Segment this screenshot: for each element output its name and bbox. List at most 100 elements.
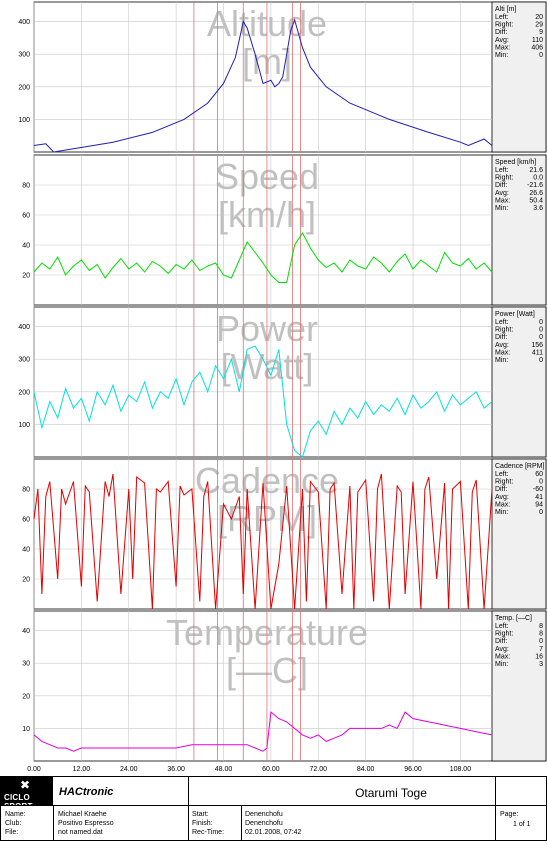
stats-title: Temp. [—C] [495,615,532,622]
product-name: HACtronic [59,786,114,798]
stats-value: 41 [535,494,543,501]
stats-label: Right: [495,631,513,638]
stats-title: Power [Watt] [495,311,535,318]
footer-divider [53,805,54,841]
file-value: not named.dat [58,829,103,836]
stats-box [491,1,547,153]
x-tick-label: 12.00 [73,766,91,773]
club-label: Club: [5,820,22,827]
stats-label: Left: [495,167,509,174]
footer-divider [188,777,189,841]
stats-label: Diff: [495,334,507,341]
y-tick-label: 200 [18,84,30,91]
stats-value: 8 [539,631,543,638]
stats-title: Cadence [RPM] [495,463,544,470]
start-value: Denenchofu [245,811,283,818]
y-tick-label: 20 [22,273,30,280]
stats-label: Min: [495,52,508,59]
y-tick-label: 60 [22,213,30,220]
stats-value: 8 [539,623,543,630]
y-tick-label: 20 [22,577,30,584]
stats-value: 0 [539,479,543,486]
finish-value: Denenchofu [245,820,283,827]
stats-value: 0 [539,52,543,59]
y-tick-label: 300 [18,357,30,364]
club-value: Positivo Espresso [58,820,114,827]
stats-value: 0 [539,638,543,645]
stats-value: 29 [535,22,543,29]
stats-box [491,458,547,610]
stats-value: 20 [535,14,543,21]
ciclosport-logo-icon: ✖ [20,778,31,792]
stats-label: Right: [495,175,513,182]
stats-value: 0 [539,327,543,334]
y-tick-label: 80 [22,487,30,494]
stats-label: Right: [495,22,513,29]
y-tick-label: 10 [22,726,30,733]
stats-label: Min: [495,661,508,668]
stats-label: Avg: [495,37,509,44]
stats-label: Diff: [495,638,507,645]
stats-label: Left: [495,319,509,326]
stats-value: 16 [535,653,543,660]
x-tick-label: 36.00 [167,766,185,773]
y-tick-label: 60 [22,517,30,524]
stats-value: 0 [539,357,543,364]
report-footer: ✖ CICLO SPORT HACtronic Otarumi Toge Nam… [0,776,547,841]
y-tick-label: 300 [18,52,30,59]
rec-time-value: 02.01.2008, 07:42 [245,829,302,836]
stats-label: Max: [495,44,510,51]
stats-value: 0 [539,509,543,516]
stats-value: 156 [531,342,543,349]
series-line-altitude [33,18,493,153]
stats-label: Left: [495,623,509,630]
footer-divider [1,805,547,806]
x-tick-label: 108.00 [450,766,472,773]
stats-label: Diff: [495,29,507,36]
stats-value: 50.4 [529,197,543,204]
logo-text: CICLO SPORT [4,793,33,811]
name-label: Name: [5,811,26,818]
stats-value: 60 [535,471,543,478]
y-tick-label: 40 [22,628,30,635]
y-tick-label: 40 [22,243,30,250]
series-line-temperature [33,711,493,752]
stats-value: -21.6 [527,182,543,189]
stats-value: 26.6 [529,190,543,197]
stats-value: 0 [539,319,543,326]
series-line-speed [33,232,493,283]
page-label: Page: [500,811,519,818]
tour-title: Otarumi Toge [355,786,427,800]
x-tick-label: 24.00 [120,766,138,773]
stats-label: Min: [495,357,508,364]
stats-box [491,610,547,762]
stats-label: Left: [495,471,509,478]
stats-value: 110 [532,37,543,44]
stats-title: Alti [m] [495,6,516,13]
x-axis: 0.00 12.00 24.00 36.00 48.00 60.00 72.00 84.00 9… [27,766,471,773]
ciclosport-logo: ✖ CICLO SPORT [1,777,53,811]
stats-value: 94 [535,501,543,508]
x-tick-label: 84.00 [357,766,375,773]
rec-time-label: Rec-Time: [192,829,225,836]
y-tick-label: 400 [18,324,30,331]
x-tick-label: 72.00 [310,766,328,773]
stats-value: -60 [533,486,543,493]
y-tick-label: 40 [22,547,30,554]
x-tick-label: 96.00 [404,766,422,773]
y-tick-label: 400 [18,19,30,26]
stats-value: 21.6 [529,167,543,174]
finish-label: Finish: [192,820,213,827]
stats-label: Max: [495,501,510,508]
stats-label: Right: [495,479,513,486]
stats-label: Left: [495,14,509,21]
file-label: File: [5,829,19,836]
y-tick-label: 20 [22,693,30,700]
stats-title: Speed [km/h] [495,159,536,166]
